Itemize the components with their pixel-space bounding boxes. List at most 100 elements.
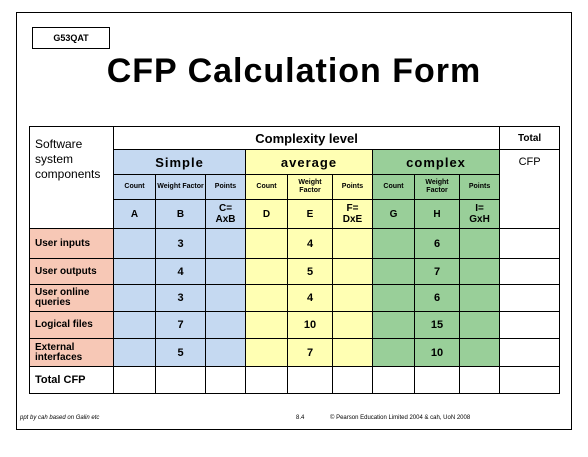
- total-row-label: Total CFP: [29, 366, 114, 394]
- simple-count-cell: [113, 284, 156, 312]
- footer-page-number: 8.4: [296, 415, 305, 421]
- complex-count-cell: [372, 228, 415, 259]
- average-points-cell: [332, 284, 373, 312]
- row-label: Logical files: [29, 311, 114, 339]
- complexity-level-header: Complexity level: [112, 126, 501, 150]
- total-cfp-cell: [499, 311, 561, 339]
- complex-points-cell: [458, 228, 501, 259]
- total-row-cell: [414, 366, 460, 394]
- complex-weight-cell: 6: [414, 284, 460, 312]
- average-weight-header: Weight Factor: [287, 174, 333, 200]
- average-weight-cell: 7: [287, 338, 333, 367]
- total-row-cell: [332, 366, 373, 394]
- complex-weight-header: Weight Factor: [414, 174, 460, 200]
- complex-points-cell: [458, 311, 501, 339]
- col-code-c-line-2: AxB: [215, 214, 236, 225]
- total-row-cell: [245, 366, 288, 394]
- table-row: User inputs 3 4 6: [29, 228, 561, 259]
- col-code-a: A: [113, 199, 156, 229]
- simple-weight-cell: 5: [155, 338, 206, 367]
- average-count-cell: [245, 284, 288, 312]
- total-cfp-cell: [499, 258, 561, 285]
- average-weight-cell: 10: [287, 311, 333, 339]
- simple-count-cell: [113, 311, 156, 339]
- average-count-cell: [245, 311, 288, 339]
- components-header: Software system components: [29, 126, 114, 229]
- group-average-header: average: [245, 149, 373, 175]
- course-code-label: G53QAT: [32, 27, 110, 49]
- average-points-cell: [332, 338, 373, 367]
- simple-count-cell: [113, 258, 156, 285]
- col-code-b: B: [155, 199, 206, 229]
- col-code-f-line-1: F=: [346, 203, 359, 214]
- components-header-line-3: components: [35, 167, 101, 181]
- simple-count-cell: [113, 338, 156, 367]
- table-row: External interfaces 5 7 10: [29, 338, 561, 367]
- col-code-f-line-2: DxE: [342, 214, 363, 225]
- row-label: External interfaces: [29, 338, 114, 367]
- complex-count-cell: [372, 258, 415, 285]
- total-row-cell: [287, 366, 333, 394]
- complex-count-cell: [372, 338, 415, 367]
- col-code-g: G: [372, 199, 415, 229]
- complex-weight-cell: 6: [414, 228, 460, 259]
- average-weight-cell: 4: [287, 284, 333, 312]
- complex-weight-cell: 10: [414, 338, 460, 367]
- total-row-cell: [372, 366, 415, 394]
- complex-points-cell: [458, 284, 501, 312]
- simple-points-header: Points: [205, 174, 246, 200]
- table-row: User online queries 3 4 6: [29, 284, 561, 312]
- total-row-cell: [499, 366, 561, 394]
- col-code-d: D: [245, 199, 288, 229]
- complex-points-cell: [458, 338, 501, 367]
- col-code-c-line-1: C=: [218, 203, 233, 214]
- average-count-cell: [245, 338, 288, 367]
- simple-weight-cell: 3: [155, 228, 206, 259]
- total-cfp-header: CFP: [499, 149, 561, 229]
- table-row: User outputs 4 5 7: [29, 258, 561, 285]
- total-cfp-cell: [499, 338, 561, 367]
- complex-count-cell: [372, 311, 415, 339]
- average-points-header: Points: [332, 174, 373, 200]
- complex-points-header: Points: [458, 174, 501, 200]
- simple-points-cell: [205, 284, 246, 312]
- total-cfp-cell: [499, 228, 561, 259]
- average-weight-cell: 4: [287, 228, 333, 259]
- col-code-h: H: [414, 199, 460, 229]
- group-simple-header: Simple: [113, 149, 246, 175]
- slide-title: CFP Calculation Form: [106, 52, 482, 90]
- total-cfp-cell: [499, 284, 561, 312]
- table-row: Logical files 7 10 15: [29, 311, 561, 339]
- row-label: User online queries: [29, 284, 114, 312]
- simple-points-cell: [205, 311, 246, 339]
- col-code-i-line-2: GxH: [469, 214, 490, 225]
- group-complex-header: complex: [371, 149, 501, 175]
- complex-count-cell: [372, 284, 415, 312]
- total-row-cell: [155, 366, 206, 394]
- simple-count-header: Count: [113, 174, 156, 200]
- simple-weight-header: Weight Factor: [155, 174, 206, 200]
- simple-points-cell: [205, 338, 246, 367]
- total-row: Total CFP: [29, 366, 561, 394]
- components-header-line-1: Software: [35, 137, 83, 151]
- complex-weight-cell: 15: [414, 311, 460, 339]
- row-label: User outputs: [29, 258, 114, 285]
- complex-points-cell: [458, 258, 501, 285]
- components-header-line-2: system: [35, 152, 74, 166]
- complex-weight-cell: 7: [414, 258, 460, 285]
- simple-points-cell: [205, 258, 246, 285]
- total-row-cell: [205, 366, 246, 394]
- footer-credit: ppt by cah based on Galin etc: [20, 415, 100, 421]
- average-points-cell: [332, 228, 373, 259]
- average-points-cell: [332, 258, 373, 285]
- average-weight-cell: 5: [287, 258, 333, 285]
- footer-copyright: © Pearson Education Limited 2004 & cah, …: [330, 415, 471, 421]
- col-code-i-line-1: I=: [475, 203, 484, 214]
- col-code-e: E: [287, 199, 333, 229]
- simple-weight-cell: 4: [155, 258, 206, 285]
- simple-weight-cell: 7: [155, 311, 206, 339]
- average-count-cell: [245, 228, 288, 259]
- row-label: User inputs: [29, 228, 114, 259]
- slide-frame: [16, 12, 572, 430]
- simple-count-cell: [113, 228, 156, 259]
